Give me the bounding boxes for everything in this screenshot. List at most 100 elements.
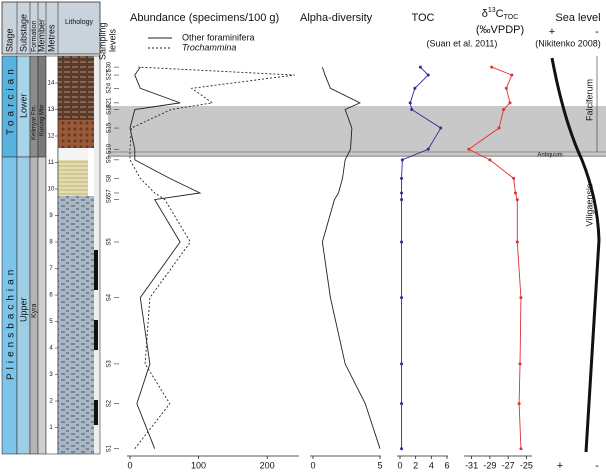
series-marker <box>518 362 522 366</box>
metre-label: 8 <box>49 240 53 246</box>
formation-label: Kelimyar Fm. <box>32 104 38 140</box>
sample-label: S18 <box>107 104 113 115</box>
series-marker <box>400 191 404 195</box>
panel-title: TOC <box>411 12 434 24</box>
x-tick-label: -31 <box>465 460 478 470</box>
lithology-unit <box>94 320 98 350</box>
sampling-header: Sampling <box>97 22 107 60</box>
sample-label: S21 <box>107 97 113 108</box>
metre-label: 9 <box>49 213 53 219</box>
x-tick-label: -25 <box>520 460 533 470</box>
series-marker <box>426 73 430 77</box>
panel-title: Abundance (specimens/100 g) <box>130 12 279 24</box>
header-metres: Metres <box>46 24 56 52</box>
formation-label: Kyra <box>31 304 38 319</box>
panel-subtitle: (Nikitenko 2008) <box>535 38 601 48</box>
zone-label: Viligaensis <box>584 183 594 226</box>
series-marker <box>504 86 508 90</box>
series-marker <box>400 198 404 202</box>
series-marker <box>513 191 517 195</box>
sample-label: S6 <box>107 195 113 203</box>
series-marker <box>490 65 494 69</box>
header-formation: Formation <box>31 20 38 52</box>
metre-label: 10 <box>48 187 55 193</box>
series-marker <box>508 101 512 105</box>
series-line <box>401 66 442 449</box>
panel-title: Alpha-diversity <box>300 12 373 24</box>
series-marker <box>519 447 523 451</box>
header-member: Member <box>36 19 46 52</box>
series-marker <box>418 65 422 69</box>
header-substage: Substage <box>18 14 28 52</box>
x-tick-label: 0 <box>397 460 402 470</box>
series-marker <box>400 362 404 366</box>
series-line <box>321 66 381 449</box>
highlight-band <box>108 106 606 157</box>
title-part: C <box>496 8 504 20</box>
series-line <box>129 66 202 449</box>
series-marker <box>502 108 506 111</box>
sample-label: S10 <box>107 143 113 154</box>
series-line <box>467 66 522 449</box>
metre-label: 14 <box>48 81 55 87</box>
series-marker <box>413 86 417 90</box>
series-marker <box>519 296 523 300</box>
sea-level-curve <box>550 57 601 453</box>
panel-subtitle: (Suan et al. 2011) <box>427 38 498 48</box>
x-tick-label: 0 <box>310 460 315 470</box>
x-tick-label: -29 <box>483 460 496 470</box>
lithology-unit <box>58 196 94 454</box>
series-marker <box>467 147 471 151</box>
sample-label: S1 <box>107 444 113 452</box>
substage-label: Upper <box>18 297 28 322</box>
sample-label: S15 <box>107 122 113 133</box>
lithology-unit <box>94 400 98 425</box>
sea-level-minus: - <box>595 460 599 472</box>
series-marker <box>400 402 404 406</box>
metre-label: 11 <box>48 160 55 166</box>
x-tick-label: 6 <box>444 460 449 470</box>
metre-label: 5 <box>49 319 53 325</box>
sample-label: S9 <box>107 156 113 164</box>
panel-title: (‰VPDP) <box>476 24 524 36</box>
legend-label: Other foraminifera <box>182 32 255 42</box>
series-marker <box>488 158 492 162</box>
lithology-unit <box>58 148 88 160</box>
sampling-header: levels <box>107 28 117 52</box>
x-tick-label: 4 <box>429 460 434 470</box>
series-marker <box>517 402 521 406</box>
x-tick-label: 0 <box>127 460 132 470</box>
series-marker <box>400 296 404 300</box>
header-lithology: Lithology <box>65 19 94 26</box>
member-cell <box>37 156 47 455</box>
series-marker <box>515 198 519 202</box>
metre-label: 6 <box>49 293 53 299</box>
zone-label: Falciferum <box>584 79 594 121</box>
metre-label: 7 <box>49 266 53 272</box>
series-marker <box>400 176 404 180</box>
title-part: δ <box>482 8 488 20</box>
lithology-unit <box>58 120 94 148</box>
panel-title: δ13CTOC <box>482 7 519 21</box>
series-marker <box>510 73 514 77</box>
metre-label: 13 <box>48 107 55 113</box>
title-part: 13 <box>488 7 496 14</box>
sample-label: S27 <box>107 69 113 80</box>
sample-label: S7 <box>107 189 113 197</box>
metre-label: 12 <box>48 134 55 140</box>
sample-label: S5 <box>107 238 113 246</box>
series-marker <box>439 126 443 130</box>
x-tick-label: 2 <box>413 460 418 470</box>
x-tick-label: 5 <box>377 460 382 470</box>
metre-label: 4 <box>49 346 53 352</box>
sample-label: S2 <box>107 399 113 407</box>
sea-level-plus: + <box>557 460 563 472</box>
sample-label: S4 <box>107 293 113 301</box>
metre-label: 2 <box>49 399 53 405</box>
title-part: TOC <box>504 14 519 21</box>
x-tick-label: 100 <box>191 460 206 470</box>
sample-label: S30 <box>107 61 113 72</box>
member-label: Kurung Mbr <box>40 105 46 136</box>
header-box <box>1 1 101 55</box>
